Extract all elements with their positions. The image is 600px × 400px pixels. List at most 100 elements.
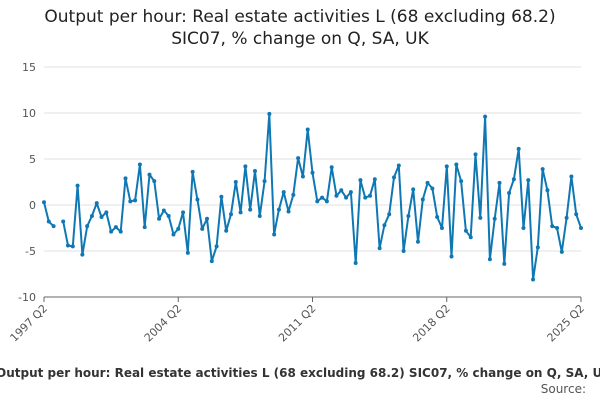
data-point [545,188,550,193]
data-point [133,198,138,203]
data-point [435,214,440,219]
data-point [61,219,66,224]
data-point [310,170,315,175]
data-point [200,226,205,231]
data-point [157,216,162,221]
y-tick-label: 0 [29,199,36,212]
data-point [152,179,157,184]
data-point [257,214,262,219]
data-point [387,212,392,217]
data-point [463,228,468,233]
data-point [396,163,401,168]
data-point [205,216,210,221]
data-point [214,244,219,249]
data-point [511,177,516,182]
data-point [171,232,176,237]
data-point [195,197,200,202]
data-point [147,172,152,177]
chart-title-line-2: SIC07, % change on Q, SA, UK [171,29,429,49]
data-point [228,212,233,217]
data-point [526,178,531,183]
data-point [363,195,368,200]
data-point [238,210,243,215]
data-point [291,192,296,197]
data-point [377,246,382,251]
data-point [569,174,574,179]
data-point [420,197,425,202]
footer-source: Source: [540,382,586,396]
data-point [276,207,281,212]
data-point [99,214,104,219]
data-point [70,244,75,249]
data-point [224,228,229,233]
data-point [468,235,473,240]
data-point [161,208,166,213]
x-tick-label: 2011 Q2 [276,302,319,345]
y-tick-label: 10 [22,107,36,120]
data-point [368,193,373,198]
data-point [439,226,444,230]
data-point [113,225,118,230]
data-point [516,146,521,151]
x-tick-label: 2025 Q2 [545,302,588,345]
data-point [425,180,430,185]
data-point [483,114,488,119]
data-point [267,111,272,116]
data-point [406,214,411,219]
data-point [329,165,334,170]
data-point [559,249,564,254]
data-point [415,239,420,244]
data-point [305,127,310,132]
data-point [454,162,459,167]
data-point [473,152,478,157]
data-point [497,180,502,185]
chart-title: Output per hour: Real estate activities … [0,6,600,50]
data-point [459,179,464,184]
data-point [190,169,195,174]
data-point [478,215,483,220]
data-point [521,226,526,230]
data-point [315,199,320,204]
data-point [65,243,70,248]
data-point [540,167,545,172]
data-point [176,226,181,231]
data-point [535,245,540,250]
data-point [252,168,257,173]
x-tick-label: 2004 Q2 [142,302,185,345]
data-point [128,199,133,204]
data-point [209,259,214,264]
data-point [358,178,363,183]
data-point [185,250,190,255]
data-point [430,186,435,191]
data-point [492,216,497,221]
data-point [449,254,454,259]
y-tick-label: -10 [18,291,36,304]
data-point [411,187,416,192]
x-tick-label: 1997 Q2 [8,302,51,345]
chart-title-line-1: Output per hour: Real estate activities … [44,7,556,27]
footer-chart-title: Output per hour: Real estate activities … [0,366,600,380]
data-point [219,194,224,199]
data-point [248,207,253,212]
y-tick-label: -5 [25,245,36,258]
data-point [487,257,492,262]
data-point [382,223,387,228]
x-tick-label: 2018 Q2 [410,302,453,345]
data-point [281,190,286,195]
data-point [531,277,536,282]
data-point [272,232,277,237]
data-point [89,214,94,219]
y-tick-label: 15 [22,61,36,74]
data-point [392,175,397,180]
data-point [324,199,329,204]
data-point [564,215,569,220]
data-point [80,252,85,257]
data-point [46,219,51,224]
data-point [181,210,186,215]
data-point [353,260,358,265]
data-point [286,209,291,214]
data-point [166,214,171,219]
data-point [109,229,114,234]
data-point [372,177,377,182]
